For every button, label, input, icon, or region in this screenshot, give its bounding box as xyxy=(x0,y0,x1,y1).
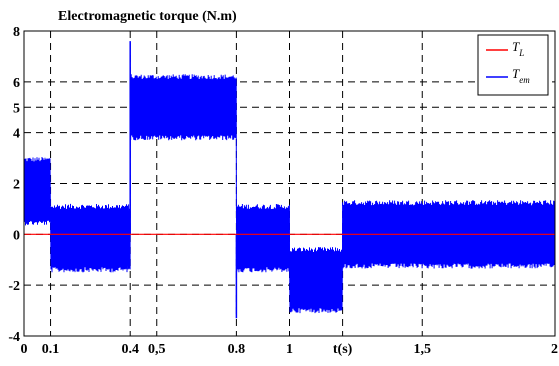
y-tick-label-4: 4 xyxy=(13,127,20,142)
x-tick-label-3: 0,5 xyxy=(148,342,166,357)
y-tick-label-3: 2 xyxy=(13,178,20,193)
x-tick-label-5: 1 xyxy=(286,342,293,357)
x-tick-label-1: 0.1 xyxy=(42,342,60,357)
x-tick-label-4: 0.8 xyxy=(228,342,246,357)
y-tick-label-2: 0 xyxy=(13,228,20,243)
y-tick-label-0: -4 xyxy=(8,330,20,345)
x-tick-label-6: t(s) xyxy=(333,342,353,357)
chart-title: Electromagnetic torque (N.m) xyxy=(58,9,237,24)
series-tem-line xyxy=(23,74,556,314)
y-tick-label-1: -2 xyxy=(8,279,20,294)
x-tick-label-0: 0 xyxy=(21,342,28,357)
legend-box xyxy=(477,34,549,96)
x-tick-label-2: 0.4 xyxy=(121,342,139,357)
y-tick-label-5: 5 xyxy=(13,101,20,116)
plot-frame xyxy=(23,30,556,337)
y-tick-label-6: 6 xyxy=(13,76,20,91)
x-tick-label-8: 2 xyxy=(551,342,558,357)
x-tick-label-7: 1,5 xyxy=(414,342,432,357)
y-tick-label-7: 8 xyxy=(13,25,20,40)
series-layer xyxy=(23,41,556,319)
tick-labels: 0 0.1 0.4 0,5 0.8 1 t(s) 1,5 2 -4 -2 0 2 4 5 6 8 xyxy=(8,25,558,357)
